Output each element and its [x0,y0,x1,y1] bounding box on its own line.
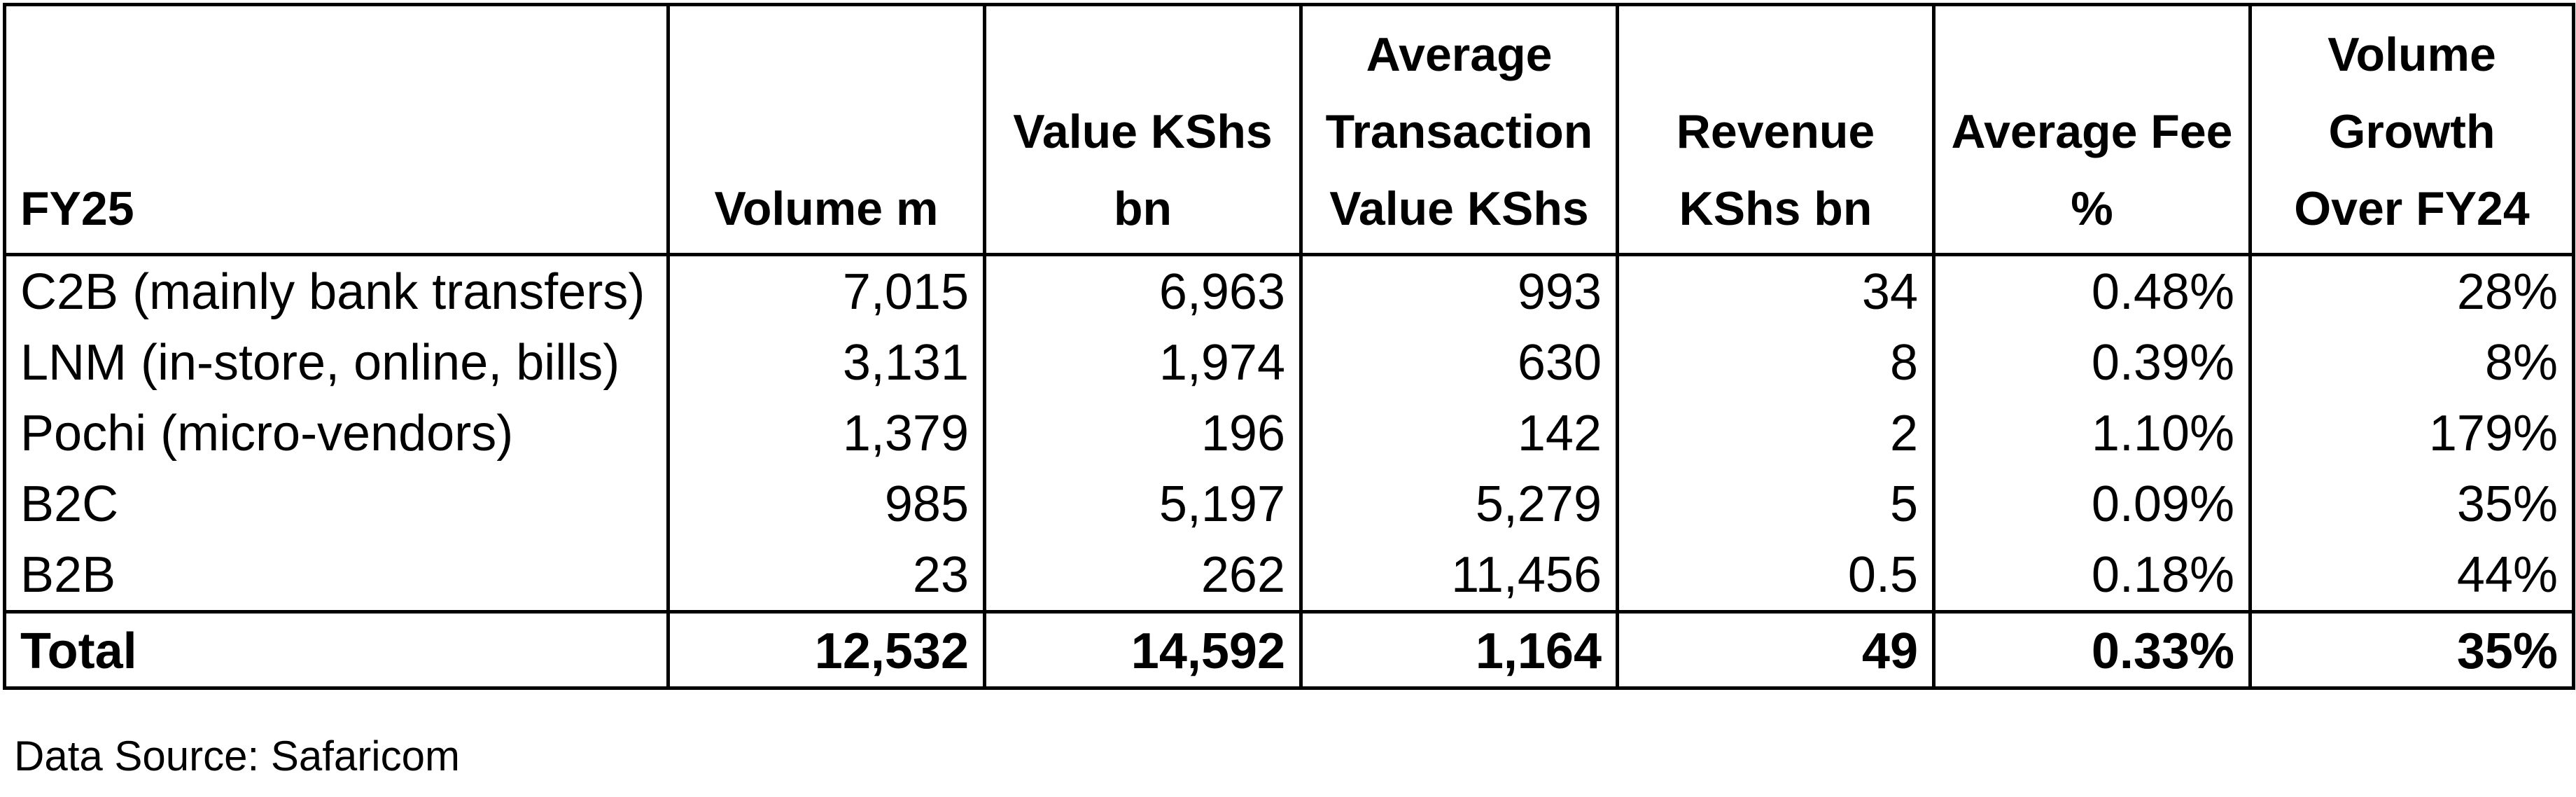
table-row: LNM (in-store, online, bills) 3,131 1,97… [3,327,2575,398]
cell-volume-growth: 28% [2248,253,2575,327]
cell-volume: 3,131 [666,327,986,398]
total-volume-growth: 35% [2248,610,2575,690]
cell-value: 6,963 [983,253,1303,327]
header-fy25: FY25 [3,3,670,256]
header-volume-growth: Volume Growth Over FY24 [2248,3,2575,256]
total-avg-fee: 0.33% [1932,610,2252,690]
table-row: B2C 985 5,197 5,279 5 0.09% 35% [3,469,2575,539]
row-label: B2C [3,469,670,539]
total-row: Total 12,532 14,592 1,164 49 0.33% 35% [3,610,2575,690]
row-label: C2B (mainly bank transfers) [3,253,670,327]
cell-value: 5,197 [983,469,1303,539]
cell-avg-transaction: 630 [1299,327,1619,398]
header-value: Value KShs bn [983,3,1303,256]
cell-volume-growth: 35% [2248,469,2575,539]
table-row: Pochi (micro-vendors) 1,379 196 142 2 1.… [3,398,2575,469]
cell-volume: 23 [666,539,986,612]
cell-volume: 7,015 [666,253,986,327]
header-row: FY25 Volume m Value KShs bn Average Transa… [3,3,2575,256]
cell-revenue: 5 [1616,469,1935,539]
row-label: B2B [3,539,670,612]
data-source-note: Data Source: Safaricom [14,733,460,779]
cell-volume-growth: 179% [2248,398,2575,469]
cell-avg-fee: 0.48% [1932,253,2252,327]
cell-avg-fee: 1.10% [1932,398,2252,469]
cell-revenue: 8 [1616,327,1935,398]
cell-avg-transaction: 142 [1299,398,1619,469]
table-row: B2B 23 262 11,456 0.5 0.18% 44% [3,539,2575,612]
total-revenue: 49 [1616,610,1935,690]
cell-value: 262 [983,539,1303,612]
cell-revenue: 0.5 [1616,539,1935,612]
cell-volume-growth: 44% [2248,539,2575,612]
total-avg-transaction: 1,164 [1299,610,1619,690]
cell-revenue: 34 [1616,253,1935,327]
cell-volume: 985 [666,469,986,539]
header-average-fee: Average Fee% [1932,3,2252,256]
cell-avg-fee: 0.18% [1932,539,2252,612]
table-row: C2B (mainly bank transfers) 7,015 6,963 … [3,253,2575,327]
header-revenue: Revenue KShs bn [1616,3,1935,256]
data-table-container: FY25 Volume m Value KShs bn Average Transa… [3,3,2575,690]
fy25-transactions-table: FY25 Volume m Value KShs bn Average Transa… [3,3,2575,690]
row-label: Pochi (micro-vendors) [3,398,670,469]
header-volume: Volume m [666,3,986,256]
cell-value: 196 [983,398,1303,469]
cell-volume: 1,379 [666,398,986,469]
total-value: 14,592 [983,610,1303,690]
cell-revenue: 2 [1616,398,1935,469]
header-average-transaction-value: Average Transaction Value KShs [1299,3,1619,256]
cell-avg-transaction: 5,279 [1299,469,1619,539]
total-volume: 12,532 [666,610,986,690]
cell-value: 1,974 [983,327,1303,398]
cell-avg-transaction: 11,456 [1299,539,1619,612]
cell-avg-fee: 0.09% [1932,469,2252,539]
cell-volume-growth: 8% [2248,327,2575,398]
row-label: LNM (in-store, online, bills) [3,327,670,398]
total-label: Total [3,610,670,690]
cell-avg-transaction: 993 [1299,253,1619,327]
cell-avg-fee: 0.39% [1932,327,2252,398]
